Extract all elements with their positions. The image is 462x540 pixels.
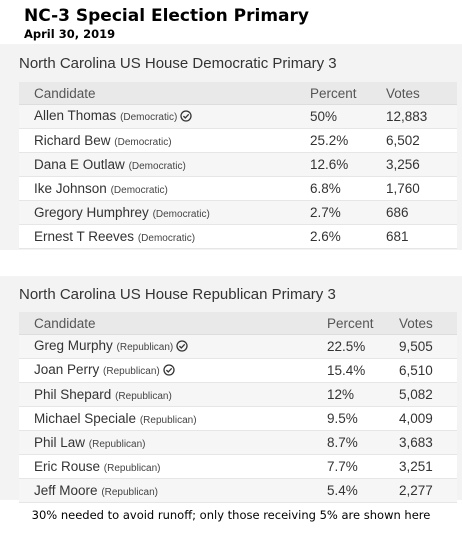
percent-cell: 5.4% xyxy=(327,478,399,503)
election-date: April 30, 2019 xyxy=(24,27,116,41)
party-label: (Republican) xyxy=(101,487,159,498)
column-header-candidate: Candidate xyxy=(19,312,327,335)
votes-cell: 9,505 xyxy=(399,334,457,359)
percent-cell: 7.7% xyxy=(327,454,399,479)
percent-cell: 50% xyxy=(310,104,386,129)
check-circle-icon xyxy=(176,340,188,355)
table-row: Dana E Outlaw (Democratic) 12.6% 3,256 xyxy=(19,152,457,177)
table-row: Ike Johnson (Democratic) 6.8% 1,760 xyxy=(19,176,457,201)
check-circle-icon xyxy=(163,364,175,379)
table-row: Michael Speciale (Republican) 9.5% 4,009 xyxy=(19,406,457,431)
votes-cell: 3,683 xyxy=(399,430,457,455)
table-row: Jeff Moore (Republican) 5.4% 2,277 xyxy=(19,478,457,503)
party-label: (Republican) xyxy=(88,439,146,450)
page-header: NC-3 Special Election Primary April 30, … xyxy=(24,6,309,41)
percent-cell: 2.7% xyxy=(310,200,386,225)
party-label: (Democratic) xyxy=(152,209,210,220)
party-label: (Republican) xyxy=(116,342,174,353)
candidate-cell: Ike Johnson (Democratic) xyxy=(19,176,310,201)
candidate-name: Dana E Outlaw xyxy=(34,157,125,172)
candidate-cell: Michael Speciale (Republican) xyxy=(19,406,327,431)
race-title: North Carolina US House Republican Prima… xyxy=(19,286,336,303)
candidate-name: Phil Shepard xyxy=(34,387,112,402)
party-label: (Republican) xyxy=(103,366,160,377)
column-header-percent: Percent xyxy=(310,82,386,105)
percent-cell: 12% xyxy=(327,382,399,407)
votes-cell: 3,256 xyxy=(386,152,457,177)
column-header-votes: Votes xyxy=(386,82,457,105)
candidate-cell: Richard Bew (Democratic) xyxy=(19,128,310,153)
footnote: 30% needed to avoid runoff; only those r… xyxy=(31,508,431,522)
candidate-name: Ike Johnson xyxy=(34,181,107,196)
percent-cell: 22.5% xyxy=(327,334,399,359)
percent-cell: 2.6% xyxy=(310,224,386,249)
table-row: Phil Law (Republican) 8.7% 3,683 xyxy=(19,430,457,455)
party-label: (Democratic) xyxy=(110,185,168,196)
candidate-name: Ernest T Reeves xyxy=(34,229,135,244)
candidate-name: Michael Speciale xyxy=(34,411,137,426)
table-header-row: Candidate Percent Votes xyxy=(19,82,457,105)
candidate-cell: Eric Rouse (Republican) xyxy=(19,454,327,479)
percent-cell: 6.8% xyxy=(310,176,386,201)
table-row: Eric Rouse (Republican) 7.7% 3,251 xyxy=(19,454,457,479)
race-title: North Carolina US House Democratic Prima… xyxy=(19,55,337,72)
check-circle-icon xyxy=(180,110,192,125)
candidate-name: Richard Bew xyxy=(34,133,111,148)
percent-cell: 25.2% xyxy=(310,128,386,153)
percent-cell: 12.6% xyxy=(310,152,386,177)
votes-cell: 5,082 xyxy=(399,382,457,407)
candidate-cell: Greg Murphy (Republican) xyxy=(19,334,327,359)
candidate-cell: Gregory Humphrey (Democratic) xyxy=(19,200,310,225)
party-label: (Democratic) xyxy=(137,233,196,244)
column-header-percent: Percent xyxy=(327,312,399,335)
percent-cell: 15.4% xyxy=(327,358,399,383)
candidate-cell: Phil Law (Republican) xyxy=(19,430,327,455)
candidate-name: Jeff Moore xyxy=(34,483,98,498)
votes-cell: 12,883 xyxy=(386,104,457,129)
candidate-name: Eric Rouse xyxy=(34,459,101,474)
votes-cell: 686 xyxy=(386,200,457,225)
party-label: (Democratic) xyxy=(120,112,178,123)
candidate-cell: Jeff Moore (Republican) xyxy=(19,478,327,503)
candidate-cell: Allen Thomas (Democratic) xyxy=(19,104,310,129)
table-row: Gregory Humphrey (Democratic) 2.7% 686 xyxy=(19,200,457,225)
candidate-cell: Ernest T Reeves (Democratic) xyxy=(19,224,310,249)
candidate-cell: Dana E Outlaw (Democratic) xyxy=(19,152,310,177)
votes-cell: 6,510 xyxy=(399,358,457,383)
democratic-race-panel: North Carolina US House Democratic Prima… xyxy=(0,44,462,250)
candidate-name: Greg Murphy xyxy=(34,338,113,353)
votes-cell: 681 xyxy=(386,224,457,249)
candidate-cell: Joan Perry (Republican) xyxy=(19,358,327,383)
party-label: (Republican) xyxy=(103,463,161,474)
votes-cell: 2,277 xyxy=(399,478,457,503)
table-row: Richard Bew (Democratic) 25.2% 6,502 xyxy=(19,128,457,153)
table-row: Greg Murphy (Republican) 22.5% 9,505 xyxy=(19,334,457,359)
votes-cell: 6,502 xyxy=(386,128,457,153)
column-header-votes: Votes xyxy=(399,312,457,335)
percent-cell: 8.7% xyxy=(327,430,399,455)
party-label: (Democratic) xyxy=(114,137,172,148)
candidate-name: Phil Law xyxy=(34,435,86,450)
votes-cell: 3,251 xyxy=(399,454,457,479)
table-row: Allen Thomas (Democratic) 50% 12,883 xyxy=(19,104,457,129)
table-row: Joan Perry (Republican) 15.4% 6,510 xyxy=(19,358,457,383)
results-table: Candidate Percent Votes Allen Thomas (De… xyxy=(19,82,457,249)
party-label: (Democratic) xyxy=(128,161,186,172)
table-row: Phil Shepard (Republican) 12% 5,082 xyxy=(19,382,457,407)
table-header-row: Candidate Percent Votes xyxy=(19,312,457,335)
candidate-name: Joan Perry xyxy=(34,362,100,377)
results-table: Candidate Percent Votes Greg Murphy (Rep… xyxy=(19,312,457,503)
republican-race-panel: North Carolina US House Republican Prima… xyxy=(0,276,462,503)
votes-cell: 1,760 xyxy=(386,176,457,201)
votes-cell: 4,009 xyxy=(399,406,457,431)
column-header-candidate: Candidate xyxy=(19,82,310,105)
page-title: NC-3 Special Election Primary xyxy=(24,6,309,26)
candidate-name: Allen Thomas xyxy=(34,108,117,123)
percent-cell: 9.5% xyxy=(327,406,399,431)
party-label: (Republican) xyxy=(115,391,172,402)
candidate-cell: Phil Shepard (Republican) xyxy=(19,382,327,407)
candidate-name: Gregory Humphrey xyxy=(34,205,149,220)
table-row: Ernest T Reeves (Democratic) 2.6% 681 xyxy=(19,224,457,249)
party-label: (Republican) xyxy=(139,415,197,426)
